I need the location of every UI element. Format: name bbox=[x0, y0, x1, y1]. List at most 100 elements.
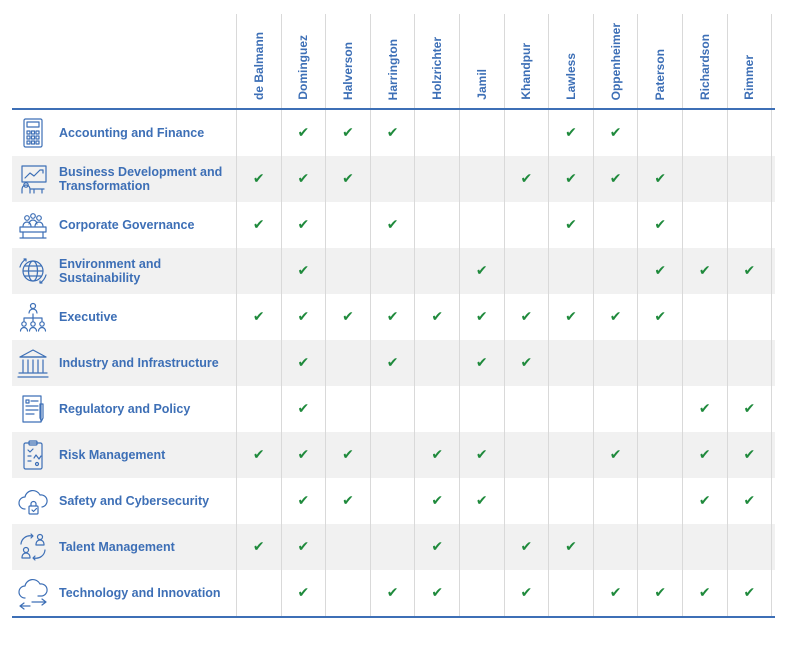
check-mark: ✔ bbox=[654, 217, 667, 233]
table-row: Safety and Cybersecurity ✔ ✔ ✔ ✔ ✔ ✔ bbox=[12, 478, 775, 524]
matrix-cell: ✔ bbox=[236, 156, 281, 202]
check-mark: ✔ bbox=[743, 585, 756, 601]
column-header-label: Richardson bbox=[697, 33, 712, 100]
check-mark: ✔ bbox=[520, 171, 533, 187]
matrix-cell: ✔ bbox=[682, 478, 727, 524]
matrix-cell bbox=[325, 524, 370, 570]
column-header-label: Rimmer bbox=[742, 55, 757, 100]
matrix-cell: ✔ bbox=[414, 478, 459, 524]
matrix-cell: ✔ bbox=[236, 524, 281, 570]
check-mark: ✔ bbox=[252, 447, 265, 463]
matrix-cell bbox=[592, 478, 638, 524]
check-mark: ✔ bbox=[297, 263, 310, 279]
matrix-cell bbox=[592, 524, 638, 570]
matrix-cell bbox=[414, 340, 459, 386]
row-right-border bbox=[771, 570, 773, 616]
matrix-cell: ✔ bbox=[637, 570, 682, 616]
matrix-cell: ✔ bbox=[280, 340, 326, 386]
check-mark: ✔ bbox=[297, 125, 310, 141]
matrix-cell bbox=[414, 248, 459, 294]
matrix-cell: ✔ bbox=[280, 248, 326, 294]
matrix-cell: ✔ bbox=[592, 294, 638, 340]
matrix-cell: ✔ bbox=[592, 110, 638, 156]
matrix-cell bbox=[726, 202, 772, 248]
check-mark: ✔ bbox=[698, 401, 711, 417]
row-right-border bbox=[771, 294, 773, 340]
matrix-cell bbox=[503, 432, 549, 478]
matrix-cell: ✔ bbox=[325, 432, 370, 478]
matrix-cell bbox=[459, 570, 504, 616]
check-mark: ✔ bbox=[520, 309, 533, 325]
row-label: Business Development and Transformation bbox=[59, 165, 223, 193]
column-header-label: de Balmann bbox=[251, 31, 266, 100]
matrix-cell: ✔ bbox=[592, 156, 638, 202]
matrix-cell bbox=[637, 524, 682, 570]
check-mark: ✔ bbox=[654, 309, 667, 325]
matrix-cell: ✔ bbox=[682, 386, 727, 432]
matrix-cell: ✔ bbox=[637, 156, 682, 202]
matrix-cell: ✔ bbox=[369, 202, 415, 248]
table-row: Regulatory and Policy ✔ ✔ ✔ bbox=[12, 386, 775, 432]
matrix-cell bbox=[726, 110, 772, 156]
matrix-cell bbox=[325, 248, 370, 294]
check-mark: ✔ bbox=[609, 309, 622, 325]
matrix-cell: ✔ bbox=[548, 524, 593, 570]
matrix-cell: ✔ bbox=[236, 202, 281, 248]
matrix-cell: ✔ bbox=[325, 156, 370, 202]
column-header-label: Paterson bbox=[653, 48, 668, 100]
column-header: Jamil bbox=[459, 14, 504, 108]
check-mark: ✔ bbox=[565, 217, 577, 233]
matrix-cell: ✔ bbox=[414, 294, 459, 340]
matrix-cell bbox=[637, 432, 682, 478]
matrix-cell bbox=[369, 478, 415, 524]
matrix-cell: ✔ bbox=[280, 202, 326, 248]
matrix-cell bbox=[592, 386, 638, 432]
matrix-cell bbox=[637, 386, 682, 432]
matrix-cell bbox=[236, 248, 281, 294]
matrix-cell bbox=[325, 570, 370, 616]
column-header: Halverson bbox=[325, 14, 370, 108]
check-mark: ✔ bbox=[698, 585, 711, 601]
check-mark: ✔ bbox=[342, 493, 354, 509]
check-mark: ✔ bbox=[698, 493, 711, 509]
matrix-cell bbox=[414, 386, 459, 432]
matrix-cell: ✔ bbox=[459, 478, 504, 524]
row-label: Environment and Sustainability bbox=[59, 257, 162, 285]
matrix-cell: ✔ bbox=[548, 294, 593, 340]
matrix-cell: ✔ bbox=[503, 340, 549, 386]
column-header-label: Harrington bbox=[385, 38, 400, 100]
check-mark: ✔ bbox=[297, 309, 310, 325]
check-mark: ✔ bbox=[342, 309, 354, 325]
globe-icon bbox=[16, 254, 50, 288]
column-header: Khandpur bbox=[503, 14, 549, 108]
cloud-lock-icon bbox=[16, 484, 50, 518]
matrix-cell: ✔ bbox=[726, 386, 772, 432]
check-mark: ✔ bbox=[297, 493, 310, 509]
matrix-cell bbox=[369, 432, 415, 478]
column-header: de Balmann bbox=[236, 14, 281, 108]
header-rule bbox=[12, 108, 775, 110]
check-mark: ✔ bbox=[609, 125, 622, 141]
matrix-cell: ✔ bbox=[726, 432, 772, 478]
matrix-cell: ✔ bbox=[369, 340, 415, 386]
check-mark: ✔ bbox=[475, 447, 488, 463]
matrix-cell: ✔ bbox=[414, 570, 459, 616]
table-row: Environment and Sustainability ✔ ✔ ✔ ✔ ✔ bbox=[12, 248, 775, 294]
matrix-cell: ✔ bbox=[637, 248, 682, 294]
row-label: Regulatory and Policy bbox=[59, 402, 191, 416]
check-mark: ✔ bbox=[297, 539, 310, 555]
matrix-cell bbox=[726, 340, 772, 386]
matrix-cell bbox=[726, 294, 772, 340]
check-mark: ✔ bbox=[475, 493, 488, 509]
matrix-cell: ✔ bbox=[236, 294, 281, 340]
matrix-cell bbox=[548, 248, 593, 294]
check-mark: ✔ bbox=[342, 447, 354, 463]
check-mark: ✔ bbox=[520, 355, 533, 371]
column-header: Lawless bbox=[548, 14, 593, 108]
matrix-cell bbox=[236, 340, 281, 386]
matrix-cell: ✔ bbox=[280, 570, 326, 616]
matrix-cell: ✔ bbox=[280, 110, 326, 156]
matrix-cell bbox=[548, 478, 593, 524]
presentation-icon bbox=[16, 162, 50, 196]
check-mark: ✔ bbox=[431, 585, 444, 601]
